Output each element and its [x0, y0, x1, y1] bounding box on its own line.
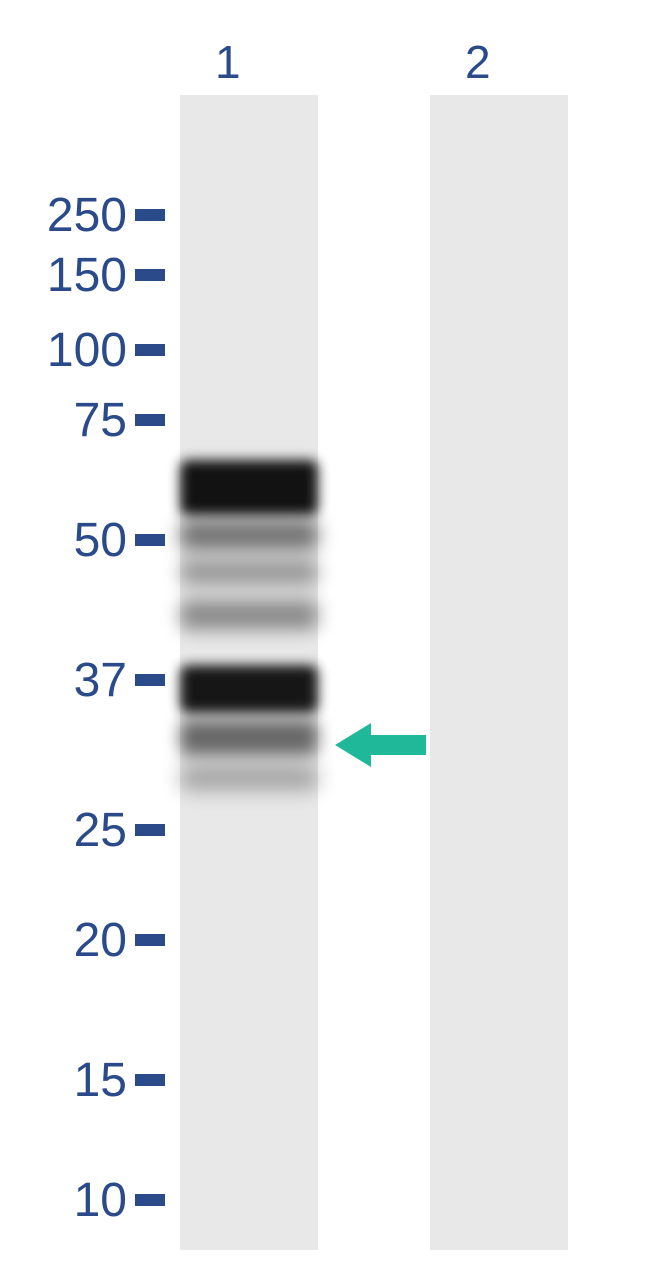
mw-marker: 10 [0, 1172, 165, 1228]
mw-dash-icon [135, 1074, 165, 1086]
mw-dash-icon [135, 1194, 165, 1206]
lane-label-2: 2 [465, 35, 491, 89]
target-arrow-icon [335, 723, 426, 767]
mw-label: 20 [74, 913, 135, 968]
mw-label: 50 [74, 513, 135, 568]
mw-label: 15 [74, 1053, 135, 1108]
lane-2 [430, 95, 568, 1250]
mw-marker: 25 [0, 802, 165, 858]
band [180, 765, 318, 790]
mw-marker: 75 [0, 392, 165, 448]
arrow-shaft-icon [371, 735, 426, 755]
band [180, 560, 318, 585]
mw-dash-icon [135, 269, 165, 281]
mw-label: 37 [74, 653, 135, 708]
lane-label-1: 1 [215, 35, 241, 89]
mw-marker: 250 [0, 187, 165, 243]
band [180, 460, 318, 515]
mw-dash-icon [135, 674, 165, 686]
mw-label: 75 [74, 393, 135, 448]
mw-marker: 15 [0, 1052, 165, 1108]
mw-dash-icon [135, 934, 165, 946]
mw-label: 25 [74, 803, 135, 858]
band [180, 600, 318, 630]
mw-label: 150 [47, 248, 135, 303]
mw-dash-icon [135, 344, 165, 356]
mw-label: 10 [74, 1173, 135, 1228]
mw-marker: 50 [0, 512, 165, 568]
band [180, 520, 318, 550]
band [180, 665, 318, 713]
mw-dash-icon [135, 414, 165, 426]
mw-marker: 20 [0, 912, 165, 968]
mw-dash-icon [135, 534, 165, 546]
mw-label: 100 [47, 323, 135, 378]
band [180, 720, 318, 755]
mw-dash-icon [135, 209, 165, 221]
mw-marker: 150 [0, 247, 165, 303]
mw-label: 250 [47, 188, 135, 243]
mw-dash-icon [135, 824, 165, 836]
arrow-head-icon [335, 723, 371, 767]
mw-marker: 37 [0, 652, 165, 708]
blot-figure: 1 2 250 150 100 75 50 37 25 20 1 [0, 0, 650, 1270]
mw-marker: 100 [0, 322, 165, 378]
